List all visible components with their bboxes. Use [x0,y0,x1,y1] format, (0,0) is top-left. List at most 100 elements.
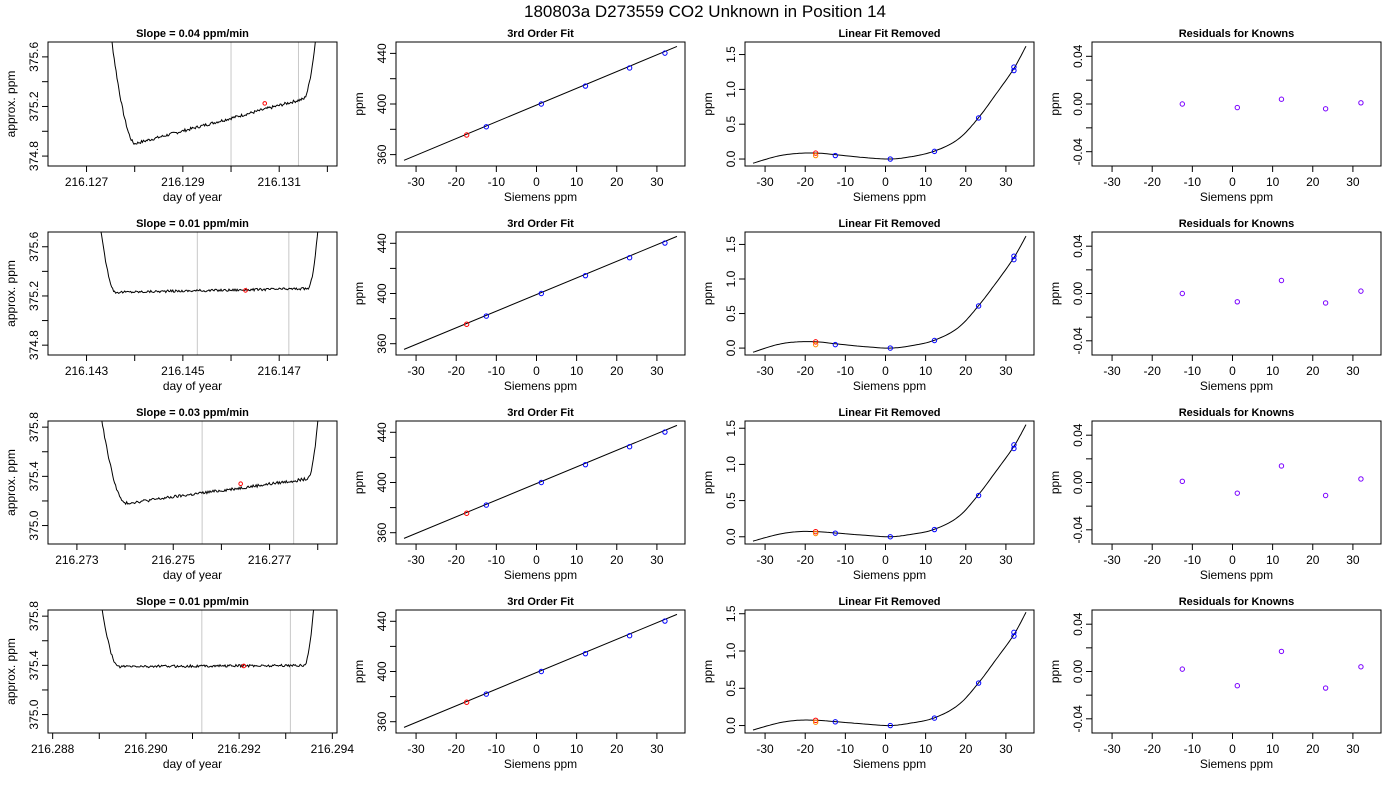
panel-title: 3rd Order Fit [507,596,574,608]
x-tick-label: 10 [570,175,584,189]
known-point [1011,64,1017,70]
y-tick-label: -0.04 [1071,327,1085,355]
x-axis-label: Siemens ppm [1200,379,1273,393]
known-point [582,650,589,657]
plot-frame [1091,609,1382,734]
x-tick-label: -20 [1144,742,1162,756]
x-tick-label: -10 [488,175,506,189]
x-axis-label: day of year [163,757,222,771]
y-tick-label: 1.0 [724,456,738,473]
residual-point [1322,106,1329,112]
known-point [626,633,633,639]
y-tick-label: 1.5 [724,46,738,63]
residual-point [1234,490,1241,496]
figure-title: 180803a D273559 CO2 Unknown in Position … [524,2,886,21]
x-tick-label: -20 [797,553,815,567]
y-axis-label: ppm [701,660,715,683]
y-axis-label: ppm [1048,92,1062,115]
x-axis-label: day of year [163,568,222,582]
x-tick-label: 216.288 [31,742,75,756]
fit-curve [752,611,1027,731]
panel-title: 3rd Order Fit [507,28,574,40]
known-point [626,65,633,71]
panel-title: Linear Fit Removed [838,28,940,40]
y-tick-label: 375.0 [27,699,41,729]
y-axis-label: ppm [701,282,715,305]
x-tick-label: 216.277 [248,553,292,567]
x-tick-label: 0 [882,742,889,756]
y-tick-label: 400 [375,283,389,303]
plot-area [101,421,319,544]
plot-area [1179,277,1364,306]
x-tick-label: -30 [756,742,774,756]
known-point [626,255,633,261]
residual-point [1179,478,1186,485]
y-axis-label: ppm [701,92,715,115]
residual-point [1358,664,1364,670]
x-tick-label: -30 [756,553,774,567]
y-tick-label: 440 [375,233,389,253]
x-tick-label: 30 [999,364,1013,378]
y-axis-label: approx. ppm [4,71,18,138]
residual-point [1358,476,1364,482]
concentration-trace [111,42,316,145]
y-tick-label: 0.0 [724,528,738,545]
r0-time-panel: Slope = 0.04 ppm/min 216.127 216.129 216.13… [4,28,338,204]
x-tick-label: -20 [448,742,466,756]
residual-point [1278,96,1285,102]
known-point [1011,253,1017,259]
known-point [887,722,894,729]
x-tick-label: 30 [650,175,664,189]
y-axis-label: ppm [352,660,366,683]
y-axis-label: approx. ppm [4,449,18,516]
x-tick-label: -20 [448,175,466,189]
x-tick-label: 20 [959,742,973,756]
unknown-point [812,719,819,725]
x-axis-label: day of year [163,190,222,204]
x-tick-label: 20 [1306,175,1320,189]
known-point [662,618,668,624]
mean-marker [238,481,243,487]
y-tick-label: 0.00 [1071,281,1085,305]
known-point [538,668,545,675]
known-point [582,461,589,468]
y-tick-label: 400 [375,94,389,114]
plot-area [752,424,1027,542]
r0-res-panel: Residuals for Knowns -30 -20 -10 0 10 20 30 -0.0… [1048,28,1382,204]
r2-res-panel: Residuals for Knowns -30 -20 -10 0 10 20 30 -0.0… [1048,407,1382,582]
x-tick-label: -20 [1144,175,1162,189]
x-tick-label: -10 [837,364,855,378]
x-tick-label: 216.290 [124,742,168,756]
unknown-point [812,530,819,537]
known-point [931,148,938,155]
residual-point [1234,299,1241,305]
r0-fit-panel: 3rd Order Fit -30 -20 -10 0 10 20 30 360 400 440 Si… [352,28,686,204]
x-tick-label: -10 [1184,175,1202,189]
plot-area [752,611,1027,731]
y-tick-label: 1.5 [724,236,738,253]
r3-lin-panel: Linear Fit Removed -30 -20 -10 0 10 20 30 0.0 0.5… [701,596,1035,771]
known-point [931,526,938,533]
y-tick-label: 1.0 [724,270,738,287]
x-tick-label: 30 [650,364,664,378]
unknown-point [812,341,819,348]
known-point [483,124,490,130]
y-tick-label: 360 [375,522,389,542]
fit-curve [752,45,1027,164]
y-tick-label: 375.6 [27,231,41,261]
residual-point [1322,492,1329,499]
x-tick-label: 10 [919,364,933,378]
x-tick-label: 20 [1306,742,1320,756]
plot-area [403,45,678,161]
y-axis-label: ppm [1048,471,1062,494]
residual-point [1179,290,1186,297]
known-point [975,303,982,309]
y-tick-label: 0.04 [1071,423,1085,447]
x-tick-label: 216.127 [65,175,109,189]
plot-frame [1091,420,1382,545]
x-tick-label: 20 [610,175,624,189]
x-axis-label: Siemens ppm [1200,190,1273,204]
panel-title: Slope = 0.01 ppm/min [136,218,249,230]
known-point [1011,633,1017,639]
y-tick-label: 1.5 [724,420,738,437]
